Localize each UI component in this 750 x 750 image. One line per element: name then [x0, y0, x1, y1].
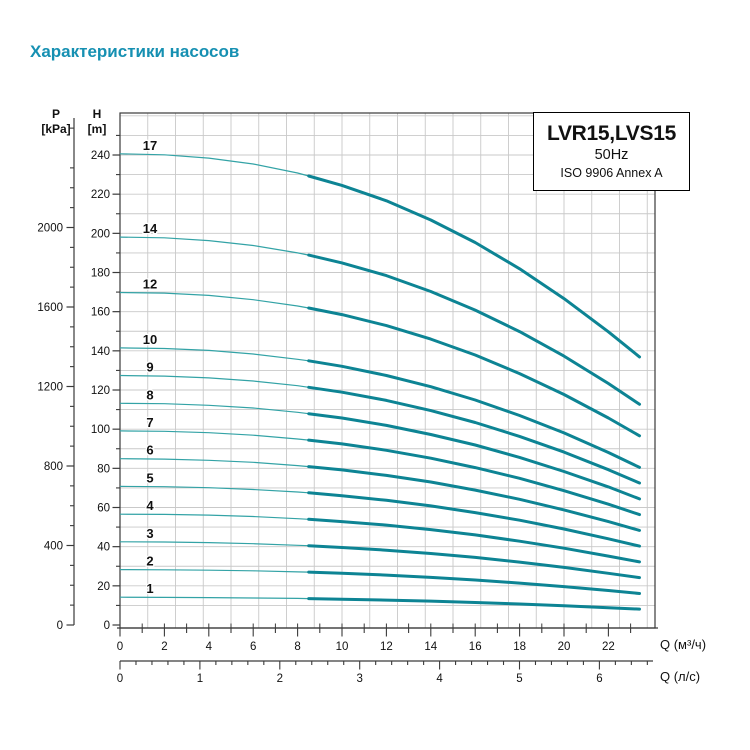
- head-tick-label: 100: [91, 424, 110, 436]
- flow-m3h-tick-label: 4: [206, 641, 213, 653]
- flow-ls-tick-label: 5: [516, 673, 522, 685]
- pump-curve-4-thin: [119, 513, 309, 520]
- curve-label-10: 10: [143, 332, 157, 347]
- head-axis-name: H: [92, 107, 102, 121]
- chart-info-box: LVR15,LVS15 50Hz ISO 9906 Annex A: [533, 112, 690, 191]
- pressure-tick-label: 1600: [37, 302, 63, 314]
- head-tick-label: 80: [97, 463, 110, 475]
- flow-m3h-tick-label: 20: [558, 641, 571, 653]
- curve-label-7: 7: [146, 415, 153, 430]
- head-tick-label: 180: [91, 268, 110, 280]
- pump-curve-1: [307, 597, 641, 611]
- pump-curve-3: [307, 544, 641, 580]
- curve-label-3: 3: [146, 526, 153, 541]
- pump-curve-14: [307, 253, 641, 406]
- pump-curve-9-thin: [119, 374, 309, 388]
- pump-curve-8-thin: [119, 402, 309, 415]
- pump-curve-2: [307, 570, 641, 595]
- head-tick-label: 200: [91, 228, 110, 240]
- flow-ls-tick-label: 1: [197, 673, 203, 685]
- pump-curve-5-thin: [119, 485, 309, 494]
- pressure-tick-label: 800: [44, 461, 63, 473]
- pump-curve-6: [307, 465, 641, 532]
- curve-label-9: 9: [146, 360, 153, 375]
- curve-label-1: 1: [146, 581, 153, 596]
- head-tick-label: 220: [91, 189, 110, 201]
- pump-curve-10-thin: [119, 347, 309, 362]
- curve-label-6: 6: [146, 443, 153, 458]
- standard-label: ISO 9906 Annex A: [560, 166, 663, 180]
- pump-curve-17-thin: [119, 153, 309, 177]
- pressure-tick-label: 0: [57, 620, 63, 632]
- pump-curve-12-thin: [119, 291, 309, 309]
- flow-m3h-tick-label: 8: [294, 641, 300, 653]
- curve-label-12: 12: [143, 276, 157, 291]
- flow-ls-tick-label: 6: [596, 673, 602, 685]
- flow-m3h-axis-label: Q (м³/ч): [660, 637, 707, 652]
- pressure-tick-label: 2000: [37, 223, 63, 235]
- flow-m3h-tick-label: 14: [424, 641, 437, 653]
- flow-ls-tick-label: 2: [277, 673, 283, 685]
- pump-curve-7: [307, 438, 641, 517]
- pump-curve-14-thin: [119, 236, 309, 256]
- pump-model-label: LVR15,LVS15: [547, 122, 676, 145]
- frequency-label: 50Hz: [594, 147, 629, 163]
- pump-curve-8: [307, 412, 641, 501]
- flow-m3h-tick-label: 0: [117, 641, 123, 653]
- curve-label-5: 5: [146, 470, 153, 485]
- flow-ls-tick-label: 4: [436, 673, 443, 685]
- head-tick-label: 20: [97, 581, 110, 593]
- flow-m3h-tick-label: 10: [336, 641, 349, 653]
- curve-label-4: 4: [146, 498, 154, 513]
- flow-m3h-tick-label: 18: [513, 641, 526, 653]
- head-tick-label: 160: [91, 307, 110, 319]
- pump-curve-12: [307, 306, 641, 438]
- flow-m3h-tick-label: 22: [602, 641, 615, 653]
- pressure-tick-label: 1200: [37, 382, 63, 394]
- curve-label-17: 17: [143, 138, 157, 153]
- flow-m3h-tick-label: 16: [469, 641, 482, 653]
- head-tick-label: 120: [91, 385, 110, 397]
- pump-curve-10: [307, 359, 641, 469]
- head-tick-label: 60: [97, 503, 110, 515]
- pressure-axis-unit: [kPa]: [41, 122, 71, 136]
- flow-ls-axis-label: Q (л/с): [660, 669, 701, 684]
- pump-curve-7-thin: [119, 430, 309, 441]
- curve-label-2: 2: [146, 554, 153, 569]
- curve-label-8: 8: [146, 387, 153, 402]
- flow-m3h-tick-label: 12: [380, 641, 393, 653]
- pump-curve-1-thin: [119, 596, 309, 600]
- head-tick-label: 0: [104, 620, 110, 632]
- flow-m3h-tick-label: 6: [250, 641, 256, 653]
- head-tick-label: 40: [97, 542, 110, 554]
- page-title: Характеристики насосов: [30, 42, 240, 61]
- pressure-axis-name: P: [51, 107, 60, 121]
- pump-curve-4: [307, 517, 641, 564]
- pump-curve-6-thin: [119, 458, 309, 468]
- pump-curve-17: [307, 174, 641, 359]
- curve-label-14: 14: [143, 221, 158, 236]
- pressure-tick-label: 400: [44, 541, 63, 553]
- flow-ls-tick-label: 0: [117, 673, 123, 685]
- head-tick-label: 140: [91, 346, 110, 358]
- pump-curve-9: [307, 385, 641, 485]
- pump-curve-3-thin: [119, 541, 309, 547]
- head-tick-label: 240: [91, 150, 110, 162]
- head-axis-unit: [m]: [87, 122, 107, 136]
- flow-m3h-tick-label: 2: [161, 641, 167, 653]
- flow-ls-tick-label: 3: [356, 673, 362, 685]
- pump-curve-2-thin: [119, 569, 309, 573]
- pump-curve-5: [307, 491, 641, 548]
